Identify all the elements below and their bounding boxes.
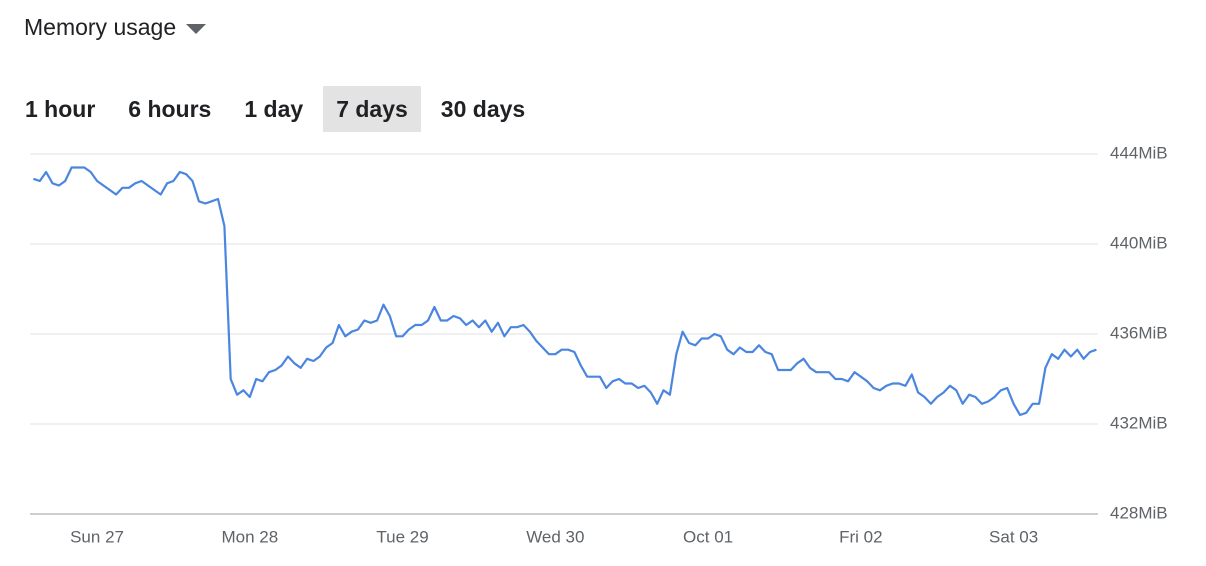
x-tick-label: Wed 30 xyxy=(526,527,584,546)
time-range-button[interactable]: 1 hour xyxy=(25,96,96,122)
metric-title: Memory usage xyxy=(24,14,177,40)
y-tick-label: 428MiB xyxy=(1110,503,1168,522)
y-tick-label: 444MiB xyxy=(1110,143,1168,162)
x-tick-label: Oct 01 xyxy=(683,527,733,546)
x-tick-label: Fri 02 xyxy=(839,527,882,546)
time-range-button[interactable]: 6 hours xyxy=(128,96,212,122)
time-range-bar: 1 hour 6 hours 1 day 7 days 30 days xyxy=(12,86,545,132)
memory-line xyxy=(33,166,1097,417)
dropdown-caret xyxy=(186,24,207,34)
time-range-button[interactable]: 7 days xyxy=(323,86,421,132)
y-tick-label: 432MiB xyxy=(1110,413,1168,432)
y-tick-label: 436MiB xyxy=(1110,323,1168,342)
x-tick-label: Sun 27 xyxy=(70,527,124,546)
time-range-button[interactable]: 30 days xyxy=(440,96,526,122)
time-range-button[interactable]: 1 day xyxy=(244,96,304,122)
metric-selector[interactable]: Memory usage xyxy=(24,14,207,41)
x-tick-label: Tue 29 xyxy=(376,527,428,546)
x-tick-label: Sat 03 xyxy=(989,527,1038,546)
x-tick-label: Mon 28 xyxy=(221,527,278,546)
y-tick-label: 440MiB xyxy=(1110,233,1168,252)
